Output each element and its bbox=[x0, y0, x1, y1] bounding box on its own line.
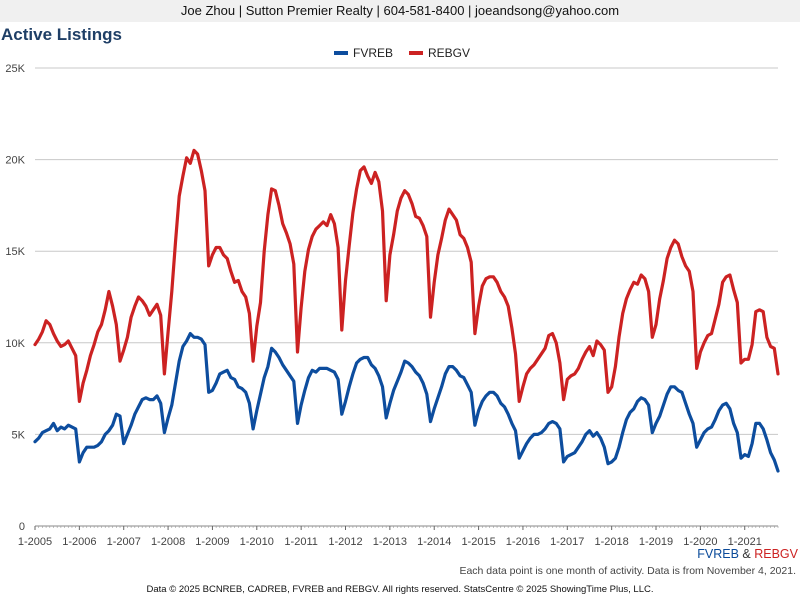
brand-fvreb: FVREB bbox=[697, 547, 739, 561]
agent-banner: Joe Zhou | Sutton Premier Realty | 604-5… bbox=[0, 0, 800, 22]
x-tick-label: 1-2018 bbox=[595, 536, 629, 548]
x-tick-label: 1-2017 bbox=[550, 536, 584, 548]
y-tick-label: 25K bbox=[5, 63, 25, 75]
legend-swatch-rebgv bbox=[409, 51, 423, 55]
chart-legend: FVREB REBGV bbox=[0, 45, 800, 61]
x-tick-label: 1-2009 bbox=[195, 536, 229, 548]
y-tick-label: 15K bbox=[5, 246, 25, 258]
legend-label-rebgv: REBGV bbox=[428, 46, 471, 60]
x-tick-label: 1-2010 bbox=[240, 536, 274, 548]
legend-item-fvreb[interactable]: FVREB bbox=[333, 46, 393, 60]
legend-label-fvreb: FVREB bbox=[352, 46, 393, 60]
brand-ampersand: & bbox=[738, 547, 755, 561]
x-tick-label: 1-2016 bbox=[506, 536, 540, 548]
x-tick-label: 1-2021 bbox=[728, 536, 762, 548]
x-tick-label: 1-2005 bbox=[18, 536, 52, 548]
brand-rebgv: REBGV bbox=[754, 547, 798, 561]
y-tick-label: 0 bbox=[19, 521, 25, 533]
source-brand: FVREB & REBGV bbox=[697, 547, 798, 561]
grid-lines bbox=[35, 67, 778, 527]
x-tick-label: 1-2020 bbox=[683, 536, 717, 548]
x-tick-label: 1-2011 bbox=[284, 536, 317, 548]
y-tick-label: 20K bbox=[5, 155, 25, 167]
y-axis-ticks: 0 5K 10K 15K 20K 25K bbox=[5, 63, 25, 533]
y-tick-label: 10K bbox=[5, 338, 25, 350]
legend-item-rebgv[interactable]: REBGV bbox=[409, 46, 470, 60]
series-line-fvreb bbox=[33, 332, 780, 473]
legend-swatch-fvreb bbox=[333, 51, 348, 55]
x-tick-label: 1-2014 bbox=[417, 536, 451, 548]
x-tick-label: 1-2006 bbox=[62, 536, 96, 548]
x-tick-label: 1-2012 bbox=[328, 536, 362, 548]
x-tick-label: 1-2015 bbox=[461, 536, 495, 548]
chart-title: Active Listings bbox=[1, 25, 122, 44]
x-tick-label: 1-2019 bbox=[639, 536, 673, 548]
x-tick-label: 1-2007 bbox=[107, 536, 141, 548]
data-note: Each data point is one month of activity… bbox=[459, 565, 796, 577]
x-tick-label: 1-2008 bbox=[151, 536, 185, 548]
x-axis: 1-2005 1-2006 1-2007 1-2008 1-2009 1-2010 1-20… bbox=[18, 526, 779, 548]
x-tick-label: 1-2013 bbox=[373, 536, 407, 548]
series-line-rebgv bbox=[33, 148, 780, 403]
series-lines bbox=[33, 148, 780, 473]
copyright-notice: Data © 2025 BCNREB, CADREB, FVREB and RE… bbox=[146, 584, 654, 595]
y-tick-label: 5K bbox=[12, 429, 26, 441]
